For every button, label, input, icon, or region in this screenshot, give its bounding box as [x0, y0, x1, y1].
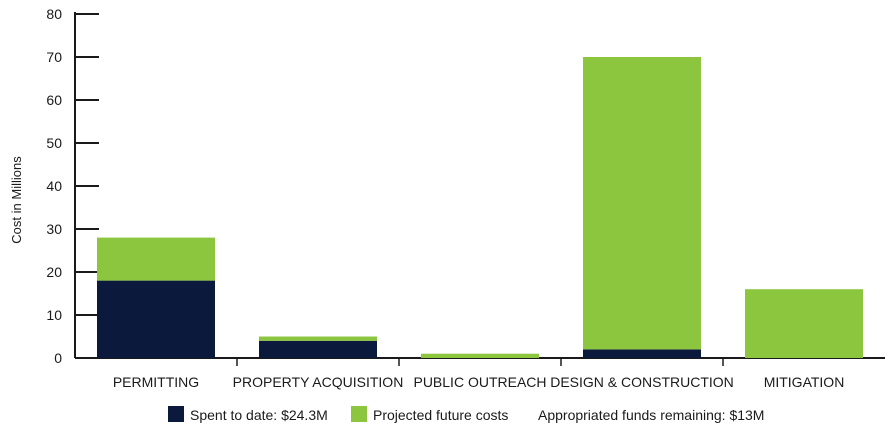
- bar-segment-projected: [421, 353, 539, 358]
- bars: [97, 57, 863, 358]
- y-axis-title: Cost in Millions: [9, 156, 24, 244]
- y-tick-label: 50: [46, 135, 62, 151]
- x-tick-label: PUBLIC OUTREACH: [413, 374, 546, 390]
- legend-label-spent: Spent to date: $24.3M: [190, 407, 328, 423]
- bar-segment-projected: [97, 237, 215, 281]
- bar-segment-spent: [583, 349, 701, 358]
- bar-segment-spent: [97, 280, 215, 358]
- y-ticks: 0 10 20 30 40 50 60 70 80: [46, 6, 724, 366]
- legend-note: Appropriated funds remaining: $13M: [538, 407, 764, 423]
- y-tick-label: 30: [46, 221, 62, 237]
- x-tick-labels: PERMITTING PROPERTY ACQUISITION PUBLIC OUT…: [113, 374, 844, 390]
- bar-segment-projected: [259, 336, 377, 341]
- y-tick-label: 70: [46, 49, 62, 65]
- y-tick-label: 10: [46, 307, 62, 323]
- x-tick-label: PERMITTING: [113, 374, 199, 390]
- legend-swatch-projected: [351, 406, 367, 422]
- bar-segment-spent: [259, 340, 377, 358]
- y-tick-label: 40: [46, 178, 62, 194]
- bar-segment-projected: [583, 57, 701, 350]
- y-tick-label: 60: [46, 92, 62, 108]
- y-tick-label: 20: [46, 264, 62, 280]
- x-tick-label: DESIGN & CONSTRUCTION: [550, 374, 734, 390]
- x-tick-label: MITIGATION: [764, 374, 845, 390]
- x-tick-label: PROPERTY ACQUISITION: [233, 374, 404, 390]
- y-tick-label: 80: [46, 6, 62, 22]
- bar-segment-projected: [745, 289, 863, 358]
- legend-swatch-spent: [168, 406, 184, 422]
- legend: Spent to date: $24.3M Projected future co…: [168, 406, 764, 423]
- y-tick-label: 0: [54, 350, 62, 366]
- legend-label-projected: Projected future costs: [373, 407, 508, 423]
